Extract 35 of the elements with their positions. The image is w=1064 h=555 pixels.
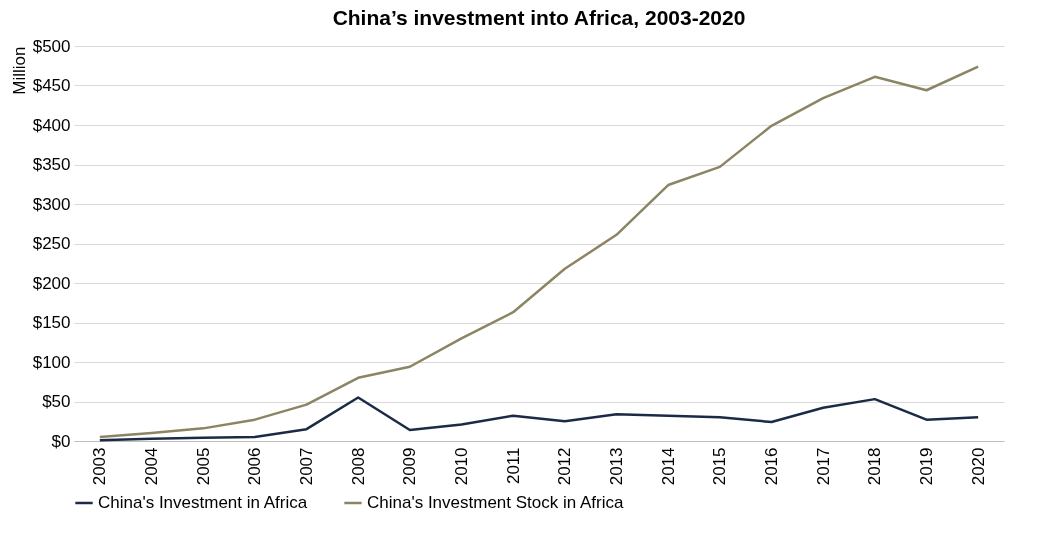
- line-series: [98, 396, 980, 442]
- y-tick-label: $0: [51, 431, 71, 451]
- x-tick-label: 2012: [555, 447, 575, 486]
- y-tick-label: $50: [42, 392, 71, 411]
- x-tick-label: 2006: [245, 447, 265, 486]
- x-tick-label: 2016: [762, 447, 781, 486]
- x-tick-label: 2010: [452, 447, 471, 486]
- y-tick-label: $350: [32, 155, 71, 174]
- y-tick-label: $200: [32, 273, 71, 293]
- x-tick-label: 2007: [297, 447, 316, 486]
- x-tick-label: 2011: [503, 447, 523, 485]
- x-tick-label: 2015: [710, 447, 730, 486]
- x-tick-label: 2020: [968, 447, 988, 486]
- y-tick-label: $100: [32, 352, 71, 372]
- x-tick-label: 2019: [917, 447, 936, 486]
- line-series: [98, 65, 980, 439]
- y-tick-label: $250: [32, 234, 71, 253]
- x-tick-label: 2009: [400, 447, 420, 486]
- x-tick-label: 2008: [348, 447, 368, 486]
- x-tick-label: 2018: [865, 447, 885, 486]
- x-tick-label: 2005: [193, 447, 213, 486]
- x-tick-label: 2014: [658, 447, 678, 486]
- y-tick-label: $500: [32, 36, 71, 56]
- x-tick-label: 2004: [142, 447, 161, 486]
- legend-label: China's Investment Stock in Africa: [367, 493, 625, 512]
- chart-title: China’s investment into Africa, 2003-2020: [332, 6, 746, 29]
- legend-label: China's Investment in Africa: [98, 493, 308, 512]
- y-tick-label: $150: [32, 313, 71, 332]
- y-tick-label: $400: [32, 115, 71, 135]
- x-tick-label: 2017: [813, 447, 833, 486]
- y-tick-label: $300: [32, 194, 71, 214]
- y-axis-title: Million: [9, 46, 29, 95]
- x-tick-label: 2003: [90, 447, 110, 486]
- y-tick-label: $450: [32, 76, 71, 95]
- x-tick-label: 2013: [607, 447, 626, 486]
